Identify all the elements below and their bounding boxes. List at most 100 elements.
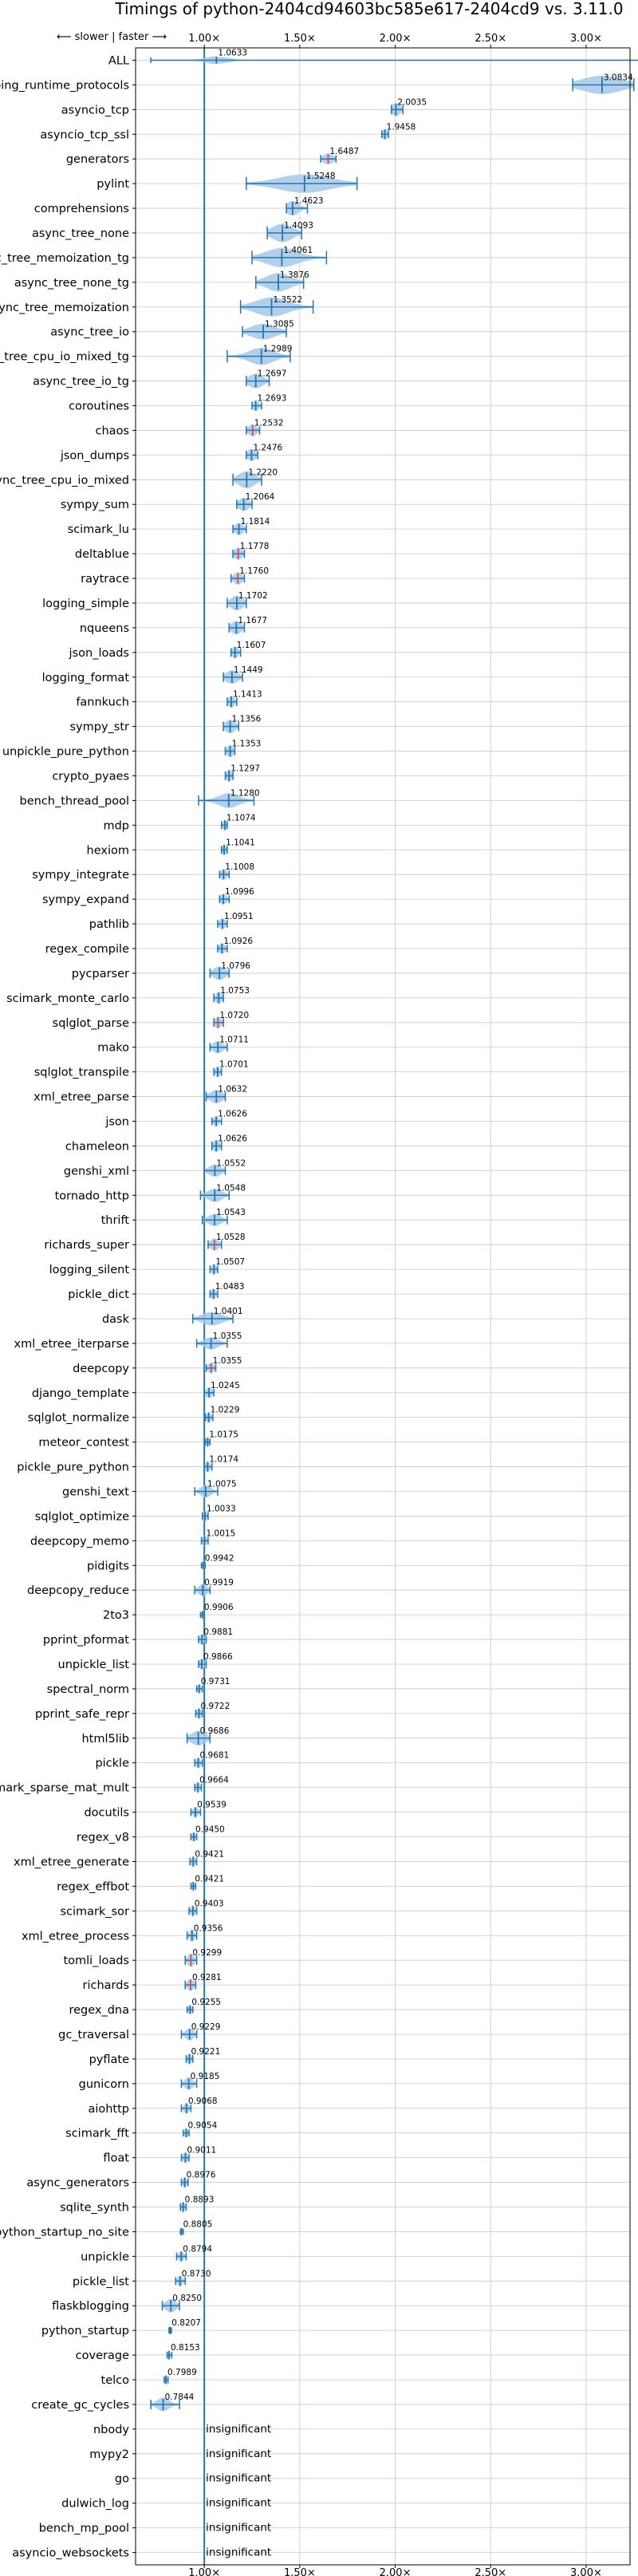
value-label: 1.5248 xyxy=(306,172,336,181)
benchmark-name: async_tree_memoization xyxy=(0,302,129,314)
benchmark-name: asyncio_tcp_ssl xyxy=(40,128,129,141)
benchmark-name: regex_compile xyxy=(45,943,129,956)
benchmark-name: logging_format xyxy=(42,672,130,684)
value-label: 1.1008 xyxy=(225,862,254,872)
value-label: 1.0926 xyxy=(223,937,253,946)
value-label: 1.0626 xyxy=(218,1134,247,1143)
value-label: 1.2220 xyxy=(248,467,278,477)
benchmark-name: json xyxy=(104,1116,129,1129)
benchmark-name: python_startup_no_site xyxy=(0,2226,129,2239)
value-label: 1.0015 xyxy=(207,1529,236,1538)
x-tick-label-bottom: 1.00× xyxy=(188,2567,220,2576)
violin-layer xyxy=(150,56,638,2412)
benchmark-name: dulwich_log xyxy=(61,2498,129,2511)
benchmark-name: async_tree_io xyxy=(50,326,129,339)
value-label: 0.9681 xyxy=(200,1751,230,1761)
value-label: 1.1702 xyxy=(238,591,268,601)
benchmark-name: mako xyxy=(97,1042,129,1055)
value-label: 1.1041 xyxy=(226,838,255,847)
label-layer: 1.00× 1.00× 1.50× 1.50× 2.00× 2.00× 2.50× 2.50×… xyxy=(0,33,633,2576)
benchmark-name: generators xyxy=(66,153,129,166)
value-label: 1.0632 xyxy=(218,1085,247,1095)
value-label: 1.1074 xyxy=(226,813,256,823)
benchmark-name: pickle xyxy=(95,1757,129,1770)
value-label: 0.9255 xyxy=(191,1998,221,2007)
benchmark-name: coverage xyxy=(76,2349,129,2362)
value-label: 0.9229 xyxy=(191,2022,221,2032)
value-label: 0.9421 xyxy=(195,1874,224,1884)
value-label: 1.1297 xyxy=(230,763,260,773)
benchmark-name: regex_v8 xyxy=(77,1832,129,1844)
value-label: 3.0834 xyxy=(604,73,633,82)
value-label: 0.9221 xyxy=(191,2047,221,2057)
benchmark-name: create_gc_cycles xyxy=(31,2399,129,2412)
benchmark-name: sympy_expand xyxy=(42,894,129,906)
value-label: 0.7844 xyxy=(165,2393,195,2402)
value-label: 1.2064 xyxy=(246,492,275,502)
benchmark-name: pickle_list xyxy=(73,2275,129,2288)
benchmark-name: scimark_sor xyxy=(60,1905,129,1918)
benchmark-name: pickle_dict xyxy=(68,1288,129,1301)
chart-title: Timings of python-2404cd94603bc585e617-2… xyxy=(114,0,623,18)
insignificant-label: insignificant xyxy=(206,2448,271,2460)
benchmark-name: bench_thread_pool xyxy=(20,795,129,807)
plot-frame xyxy=(135,47,631,2566)
benchmark-name: pycparser xyxy=(72,968,129,980)
value-label: 0.9942 xyxy=(205,1553,234,1563)
insignificant-label: insignificant xyxy=(206,2423,271,2436)
benchmark-name: html5lib xyxy=(81,1733,129,1746)
value-label: 1.4623 xyxy=(294,196,324,206)
benchmark-name: sqlglot_optimize xyxy=(35,1510,129,1523)
benchmark-name: regex_dna xyxy=(69,2004,129,2017)
value-label: 1.1814 xyxy=(241,517,270,527)
value-label: 0.9881 xyxy=(203,1627,233,1637)
benchmark-name: sqlglot_transpile xyxy=(34,1067,129,1079)
benchmark-name: sqlglot_normalize xyxy=(28,1412,129,1425)
value-label: 0.7989 xyxy=(167,2368,197,2377)
value-label: 0.9450 xyxy=(195,1825,225,1835)
value-label: 1.0720 xyxy=(219,1011,249,1020)
value-label: 1.0701 xyxy=(219,1060,249,1070)
insignificant-label: insignificant xyxy=(206,2522,271,2535)
value-label: 1.1413 xyxy=(233,690,262,700)
x-tick-label-top: 3.00× xyxy=(570,33,602,45)
value-label: 1.1607 xyxy=(237,641,266,650)
value-label: 0.9421 xyxy=(195,1849,224,1859)
value-label: 1.1760 xyxy=(239,566,269,576)
benchmark-name: telco xyxy=(101,2374,130,2387)
benchmark-name: sympy_str xyxy=(70,721,130,734)
value-label: 1.0507 xyxy=(215,1257,245,1267)
benchmark-name: sqlite_synth xyxy=(60,2201,129,2214)
value-label: 0.9011 xyxy=(187,2146,217,2156)
benchmark-name: pyflate xyxy=(89,2053,129,2066)
benchmark-name: pprint_safe_repr xyxy=(35,1708,129,1721)
benchmark-name: richards_super xyxy=(44,1239,129,1252)
benchmark-name: django_template xyxy=(32,1387,129,1400)
benchmark-name: pprint_pformat xyxy=(43,1634,129,1647)
benchmark-name: tornado_http xyxy=(55,1189,129,1202)
benchmark-name: pidigits xyxy=(87,1560,129,1572)
insignificant-label: insignificant xyxy=(206,2472,271,2485)
value-label: 0.9356 xyxy=(194,1923,223,1933)
value-label: 1.2989 xyxy=(263,345,293,354)
benchmark-name: gc_traversal xyxy=(58,2029,129,2041)
benchmark-name: aiohttp xyxy=(88,2103,129,2116)
benchmark-name: deepcopy xyxy=(73,1363,129,1375)
benchmark-name: dask xyxy=(102,1313,130,1326)
benchmark-name: scimark_lu xyxy=(68,523,129,536)
value-label: 1.0483 xyxy=(215,1282,245,1292)
benchmark-name: deepcopy_reduce xyxy=(27,1584,129,1597)
value-label: 1.0355 xyxy=(213,1331,242,1341)
benchmark-name: crypto_pyaes xyxy=(52,770,129,783)
value-label: 0.9866 xyxy=(203,1652,233,1662)
value-label: 1.1677 xyxy=(238,616,267,625)
value-label: 1.1778 xyxy=(240,542,270,551)
value-label: 0.8893 xyxy=(185,2195,215,2204)
value-label: 1.4061 xyxy=(283,246,313,255)
benchmark-name: float xyxy=(103,2152,129,2165)
benchmark-name: sympy_integrate xyxy=(32,869,129,882)
value-label: 1.3085 xyxy=(265,320,294,329)
value-label: 1.2532 xyxy=(254,418,284,428)
value-label: 1.0633 xyxy=(218,48,247,57)
value-label: 1.0245 xyxy=(211,1381,240,1391)
